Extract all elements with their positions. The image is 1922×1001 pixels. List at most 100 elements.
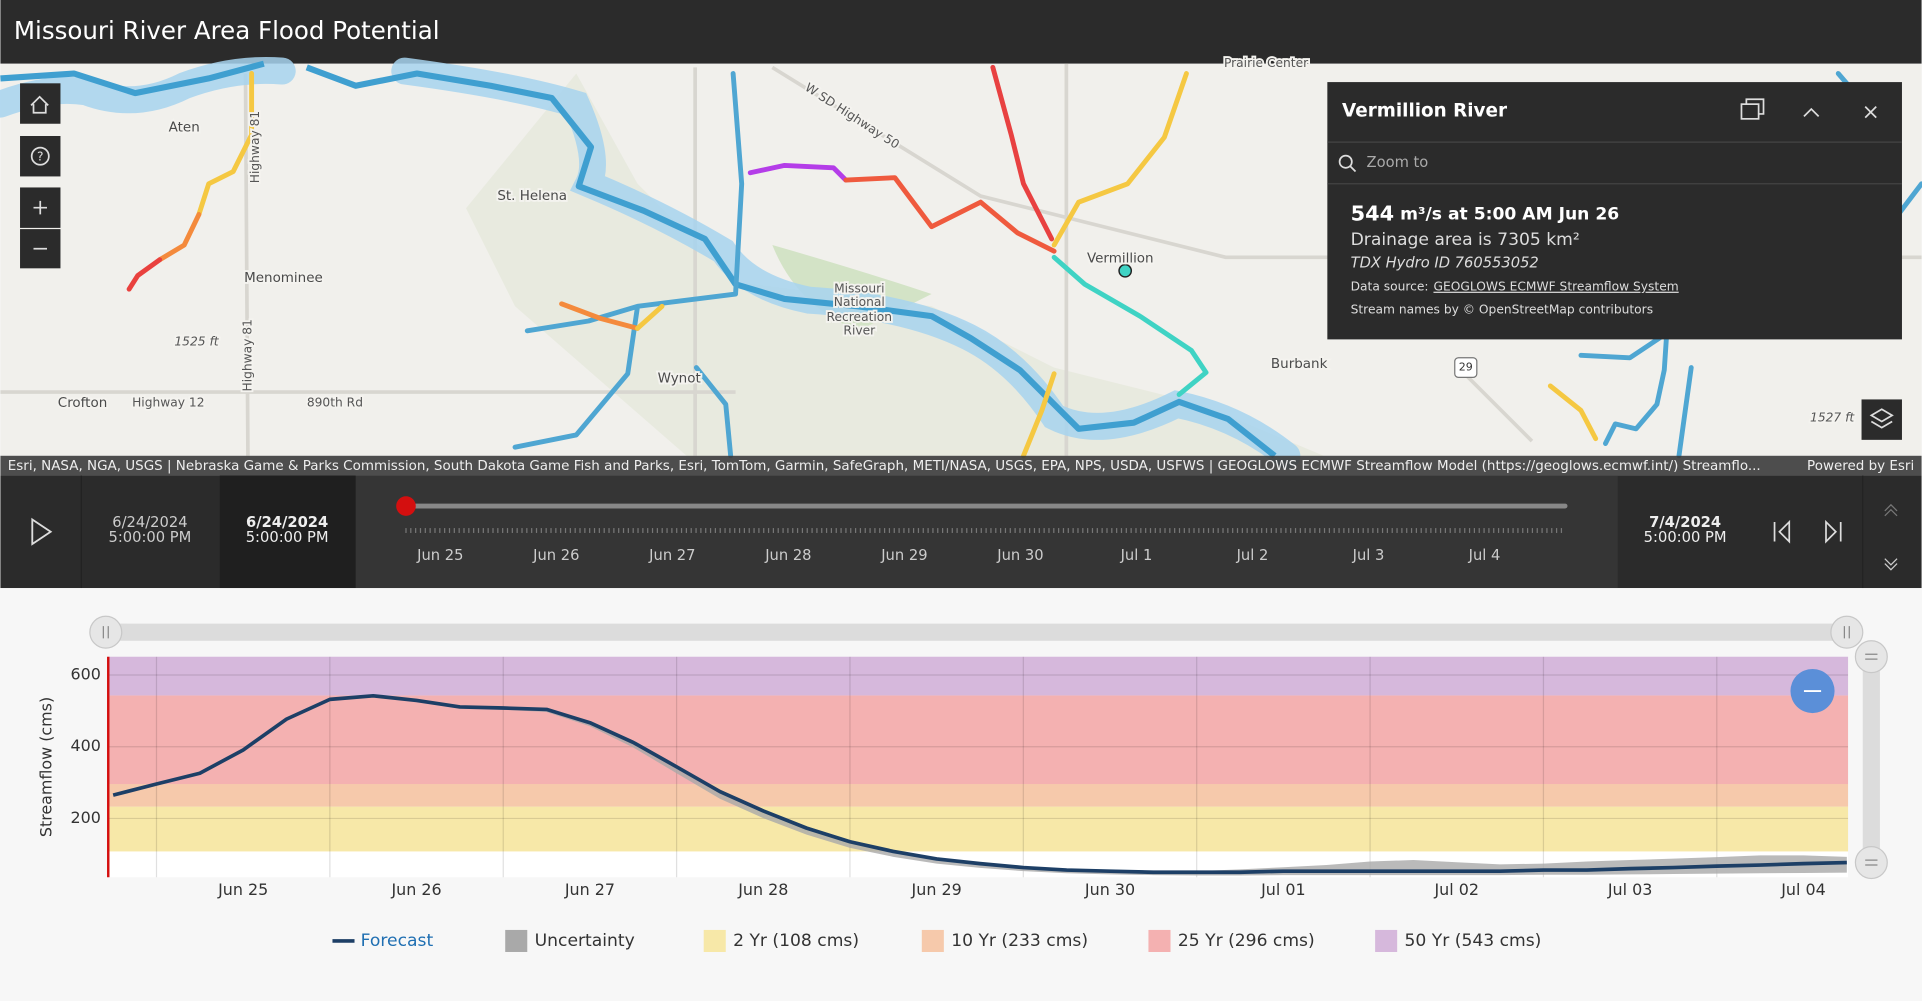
slider-tick-label: Jun 25 bbox=[416, 547, 463, 564]
map: Aten St. Helena Menominee Crofton Highwa… bbox=[0, 54, 1922, 470]
legend-label[interactable]: 10 Yr (233 cms) bbox=[951, 931, 1088, 951]
x-tick-label: Jul 03 bbox=[1607, 880, 1653, 899]
hydro-id: TDX Hydro ID 760553052 bbox=[1351, 254, 1539, 271]
play-button[interactable] bbox=[31, 517, 53, 546]
chart: Streamflow (cms) 200 400 600 Jun 25 Jun 26 Ju… bbox=[0, 588, 1922, 1001]
dock-button[interactable] bbox=[1740, 98, 1765, 120]
popup-title: Vermillion River bbox=[1342, 100, 1507, 121]
data-source-link[interactable]: GEOGLOWS ECMWF Streamflow System bbox=[1433, 279, 1678, 293]
y-tick-label: 600 bbox=[71, 665, 101, 684]
stream-high bbox=[843, 175, 1057, 254]
threshold-band bbox=[108, 656, 1849, 696]
stream-low bbox=[635, 303, 1599, 459]
y-range-handle-bottom[interactable] bbox=[1854, 846, 1888, 880]
y-range-track bbox=[1862, 656, 1880, 863]
popup-panel bbox=[1327, 82, 1902, 340]
legend-swatch bbox=[1148, 929, 1171, 952]
help-button[interactable]: ? bbox=[20, 135, 61, 177]
collapse-down-button[interactable] bbox=[1884, 558, 1898, 571]
home-button[interactable] bbox=[20, 83, 61, 124]
selected-point bbox=[1118, 263, 1133, 278]
svg-text:?: ? bbox=[37, 149, 44, 163]
road-label: 890th Rd bbox=[307, 396, 363, 410]
legend-swatch bbox=[1375, 929, 1398, 952]
time-thumb[interactable] bbox=[396, 496, 416, 516]
zoom-to-label[interactable]: Zoom to bbox=[1367, 154, 1429, 171]
park-label: Missouri bbox=[834, 282, 884, 296]
previous-button[interactable] bbox=[1773, 519, 1791, 544]
x-tick-label: Jul 04 bbox=[1780, 880, 1826, 899]
road-label: Highway 12 bbox=[132, 396, 204, 410]
missouri-river bbox=[0, 60, 1277, 459]
x-tick-label: Jun 29 bbox=[911, 880, 962, 899]
x-tick-label: Jun 28 bbox=[737, 880, 788, 899]
legend-swatch bbox=[703, 929, 726, 952]
slider-tick-label: Jun 26 bbox=[532, 547, 579, 564]
x-tick-label: Jun 30 bbox=[1084, 880, 1135, 899]
place-label: Burbank bbox=[1271, 356, 1328, 372]
layers-button[interactable] bbox=[1861, 399, 1902, 440]
terrain bbox=[466, 73, 1324, 456]
x-tick-label: Jun 26 bbox=[390, 880, 441, 899]
range-handle-right[interactable] bbox=[1830, 615, 1864, 649]
stream-low bbox=[196, 71, 255, 217]
threshold-band bbox=[108, 806, 1849, 852]
roads bbox=[0, 63, 1922, 456]
stream-low bbox=[1051, 71, 1189, 248]
legend-label[interactable]: 25 Yr (296 cms) bbox=[1178, 931, 1315, 951]
start-time: 5:00:00 PM bbox=[108, 529, 191, 546]
end-date: 7/4/2024 bbox=[1649, 514, 1721, 531]
place-label: Wynot bbox=[658, 371, 701, 387]
slider-tick-label: Jul 1 bbox=[1120, 547, 1153, 564]
legend-swatch bbox=[921, 929, 944, 952]
zoom-in-button[interactable] bbox=[20, 187, 61, 228]
collapse-button[interactable] bbox=[1803, 107, 1820, 118]
current-time: 5:00:00 PM bbox=[246, 529, 329, 546]
place-label: Aten bbox=[169, 119, 200, 135]
range-handle-left[interactable] bbox=[89, 615, 123, 649]
slider-tick-label: Jul 2 bbox=[1236, 547, 1269, 564]
popup: Vermillion River Zoom to 544 m³/s at 5:00… bbox=[1327, 82, 1902, 340]
elevation-label: 1527 ft bbox=[1810, 410, 1855, 424]
expand-up-button[interactable] bbox=[1884, 503, 1898, 517]
zoom-to-action[interactable]: Zoom to bbox=[1338, 154, 1429, 173]
range-track bbox=[105, 623, 1849, 641]
x-tick-label: Jun 25 bbox=[217, 880, 268, 899]
start-date: 6/24/2024 bbox=[112, 514, 187, 531]
place-label: St. Helena bbox=[497, 188, 567, 204]
current-time-box bbox=[219, 475, 356, 589]
y-range-handle-top[interactable] bbox=[1854, 640, 1888, 674]
highway-shield bbox=[1454, 357, 1478, 378]
attribution: Esri, NASA, NGA, USGS | Nebraska Game & … bbox=[8, 458, 1761, 474]
legend-label[interactable]: 2 Yr (108 cms) bbox=[733, 931, 859, 951]
flow-text: m³/s at 5:00 AM Jun 26 bbox=[1400, 204, 1619, 224]
zoom-out-button[interactable] bbox=[20, 229, 61, 269]
y-tick-label: 400 bbox=[71, 736, 101, 755]
drainage-area: Drainage area is 7305 km² bbox=[1351, 230, 1580, 250]
next-button[interactable] bbox=[1825, 519, 1842, 544]
slider-tick-label: Jun 27 bbox=[648, 547, 695, 564]
road-label: Highway 81 bbox=[248, 111, 262, 183]
header bbox=[0, 0, 1922, 64]
x-tick-label: Jun 27 bbox=[564, 880, 615, 899]
slider-tick-label: Jul 3 bbox=[1352, 547, 1385, 564]
threshold-band bbox=[108, 695, 1849, 785]
legend-label[interactable]: 50 Yr (543 cms) bbox=[1405, 931, 1542, 951]
data-source: Data source: GEOGLOWS ECMWF Streamflow Sy… bbox=[1351, 279, 1679, 293]
close-button[interactable] bbox=[1864, 105, 1877, 119]
time-slider: 6/24/2024 5:00:00 PM 6/24/2024 5:00:00 P… bbox=[0, 475, 1922, 589]
powered-by: Powered by Esri bbox=[1807, 458, 1914, 474]
stream-selected bbox=[1051, 254, 1209, 397]
data-source-label: Data source: bbox=[1351, 279, 1429, 293]
place-label: Prairie Center bbox=[1224, 56, 1309, 70]
stream-mid bbox=[157, 211, 202, 263]
y-axis-title: Streamflow (cms) bbox=[36, 697, 55, 837]
credits: Stream names by © OpenStreetMap contribu… bbox=[1351, 302, 1653, 316]
slider-tick-label: Jun 28 bbox=[764, 547, 811, 564]
current-date: 6/24/2024 bbox=[246, 514, 328, 531]
legend-label[interactable]: Uncertainty bbox=[535, 931, 635, 951]
stream-mid bbox=[559, 301, 640, 331]
legend-label[interactable]: Forecast bbox=[361, 931, 434, 951]
